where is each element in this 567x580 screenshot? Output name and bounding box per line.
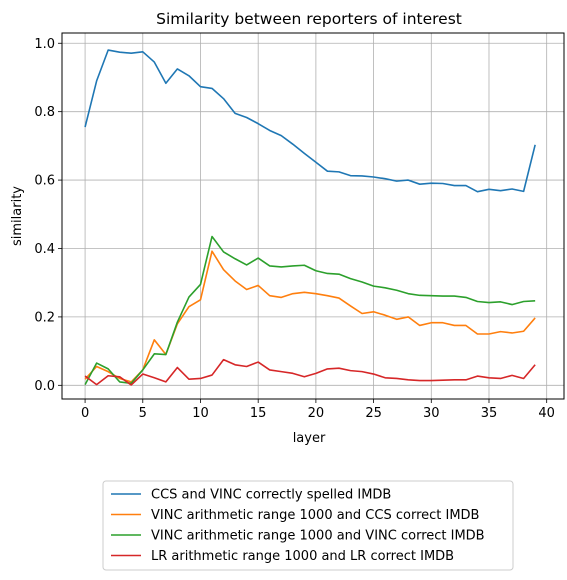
legend-label-2: VINC arithmetic range 1000 and CCS corre… (151, 508, 479, 523)
legend-label-1: CCS and VINC correctly spelled IMDB (151, 488, 391, 503)
grid (62, 33, 564, 399)
legend: CCS and VINC correctly spelled IMDB VINC … (102, 480, 514, 571)
y-tick-label: 0.2 (34, 310, 55, 325)
x-tick-label: 20 (308, 406, 325, 421)
y-axis-label: similarity (10, 186, 25, 246)
x-tick-label: 5 (139, 406, 147, 421)
y-tick-label: 0.8 (34, 105, 55, 120)
series-lines (84, 49, 536, 386)
y-tick-label: 0.4 (34, 242, 55, 257)
x-tick-label: 30 (423, 406, 440, 421)
legend-label-3: VINC arithmetic range 1000 and VINC corr… (151, 529, 485, 544)
x-tick-label: 40 (538, 406, 555, 421)
x-tick-label: 15 (250, 406, 267, 421)
y-tick-label: 0.6 (34, 174, 55, 189)
chart-title: Similarity between reporters of interest (156, 10, 462, 28)
legend-box (102, 480, 514, 571)
x-axis-label: layer (293, 431, 326, 446)
x-tick-label: 10 (192, 406, 209, 421)
y-tick-label: 0.0 (34, 379, 55, 394)
series-line-1 (84, 49, 536, 193)
y-tick-label: 1.0 (34, 37, 55, 52)
x-tick-label: 0 (81, 406, 89, 421)
x-tick-label: 25 (365, 406, 382, 421)
y-axis-ticks: 0.0 0.2 0.4 0.6 0.8 1.0 (34, 37, 62, 394)
series-line-4 (84, 358, 536, 386)
series-line-2 (84, 250, 536, 383)
x-axis-ticks: 0 5 10 15 20 25 30 35 40 (81, 399, 555, 421)
x-tick-label: 35 (481, 406, 498, 421)
series-line-3 (84, 235, 536, 386)
plot-frame (61, 32, 565, 400)
legend-label-4: LR arithmetic range 1000 and LR correct … (151, 549, 454, 564)
